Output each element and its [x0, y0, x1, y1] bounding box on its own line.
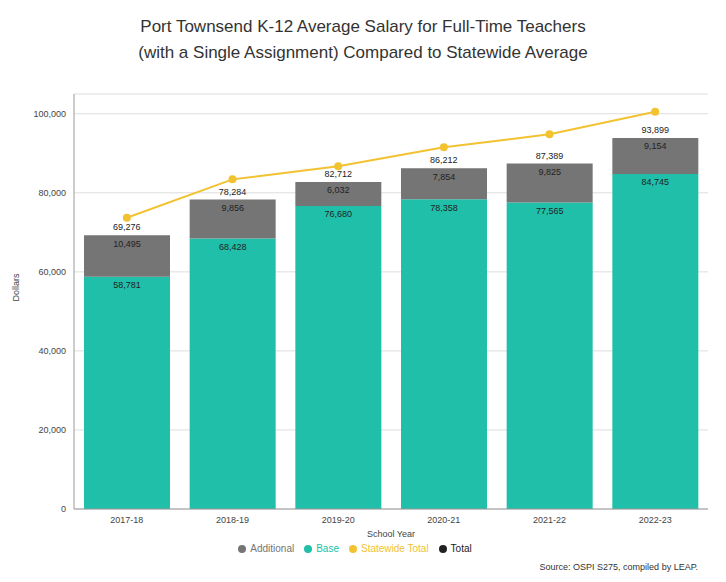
svg-text:Dollars: Dollars [11, 273, 21, 302]
html-text:Source: OSPI S275, compiled by: Source: OSPI S275, compiled by LEAP. [539, 562, 698, 572]
svg-text:82,712: 82,712 [324, 169, 352, 179]
svg-text:60,000: 60,000 [38, 267, 66, 277]
html-text:(with a Single Assignment) Com: (with a Single Assignment) Compared to S… [138, 43, 588, 62]
html-text:Port Townsend K-12 Average Sal: Port Townsend K-12 Average Salary for Fu… [140, 17, 586, 36]
svg-text:40,000: 40,000 [38, 346, 66, 356]
svg-text:87,389: 87,389 [536, 151, 564, 161]
svg-text:86,212: 86,212 [430, 155, 458, 165]
svg-text:69,276: 69,276 [113, 222, 141, 232]
html-text:Base: Base [316, 543, 339, 554]
html-text:Statewide Total: Statewide Total [361, 543, 429, 554]
svg-text:58,781: 58,781 [113, 280, 141, 290]
svg-text:100,000: 100,000 [33, 109, 66, 119]
svg-text:2019-20: 2019-20 [322, 515, 355, 525]
svg-text:2021-22: 2021-22 [533, 515, 566, 525]
svg-text:9,154: 9,154 [644, 141, 667, 151]
svg-text:93,899: 93,899 [641, 125, 669, 135]
svg-text:2018-19: 2018-19 [216, 515, 249, 525]
svg-text:80,000: 80,000 [38, 188, 66, 198]
svg-text:9,856: 9,856 [221, 203, 244, 213]
html-text:Additional: Additional [250, 543, 295, 554]
svg-text:10,495: 10,495 [113, 239, 141, 249]
svg-text:84,745: 84,745 [642, 177, 670, 187]
svg-text:7,854: 7,854 [433, 172, 456, 182]
svg-text:9,825: 9,825 [538, 167, 561, 177]
svg-text:School Year: School Year [367, 529, 415, 539]
svg-text:20,000: 20,000 [38, 425, 66, 435]
svg-text:2022-23: 2022-23 [639, 515, 672, 525]
svg-text:2017-18: 2017-18 [110, 515, 143, 525]
html-text:Total: Total [450, 543, 472, 554]
svg-text:0: 0 [61, 504, 66, 514]
svg-text:77,565: 77,565 [536, 206, 564, 216]
svg-text:78,284: 78,284 [219, 187, 247, 197]
svg-text:76,680: 76,680 [325, 209, 353, 219]
svg-text:78,358: 78,358 [430, 203, 458, 213]
svg-text:68,428: 68,428 [219, 242, 247, 252]
svg-text:2020-21: 2020-21 [427, 515, 460, 525]
svg-text:6,032: 6,032 [327, 185, 350, 195]
